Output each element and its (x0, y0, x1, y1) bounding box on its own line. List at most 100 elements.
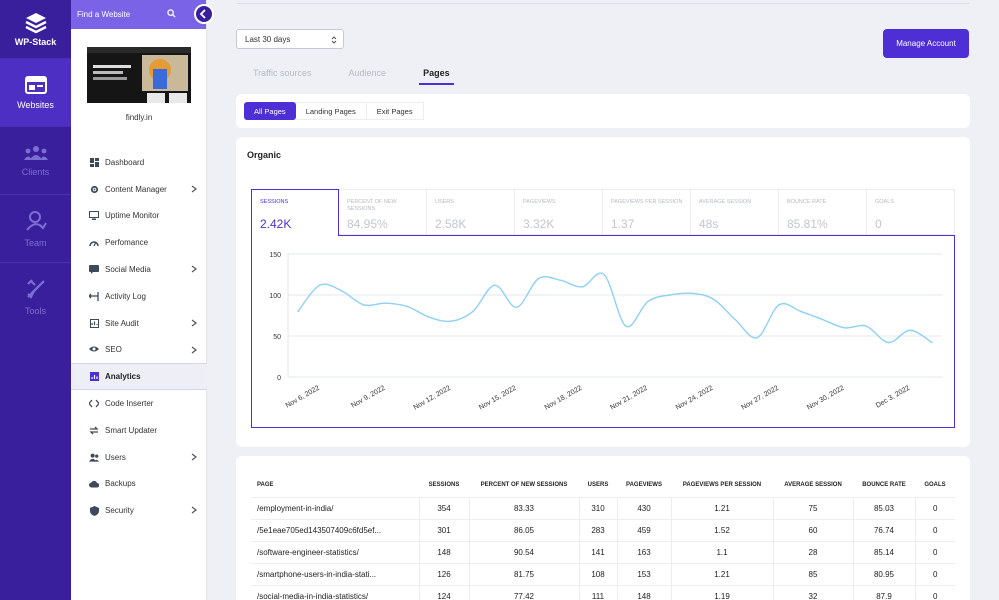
menu-item-smart-updater[interactable]: Smart Updater (71, 417, 207, 444)
metric-goals[interactable]: GOALS 0 (867, 189, 955, 235)
menu-label-content-manager: Content Manager (105, 184, 167, 194)
metric-value: 84.95% (347, 217, 388, 231)
cell-users: 283 (578, 518, 617, 541)
col-header-page[interactable]: PAGE (257, 481, 274, 488)
metric-pageviews[interactable]: PAGEVIEWS 3.32K (515, 189, 603, 235)
col-header-pageviews-per-session[interactable]: PAGEVIEWS PER SESSION (682, 481, 762, 488)
metric-value: 2.58K (435, 217, 467, 231)
tab-audience[interactable]: Audience (348, 68, 387, 78)
menu-item-security[interactable]: Security (71, 497, 207, 524)
website-thumbnail[interactable] (87, 47, 191, 103)
x-tick-label: Nov 15, 2022 (478, 385, 518, 412)
data-point (800, 310, 802, 313)
page-type-filter: All Pages Landing Pages Exit Pages (236, 94, 970, 128)
rail-item-team[interactable]: Team (0, 194, 71, 262)
menu-item-seo[interactable]: SEO (71, 337, 207, 364)
cell-bounce-rate: 80.95 (852, 562, 915, 585)
search-icon[interactable] (167, 9, 176, 18)
x-tick-label: Nov 18, 2022 (544, 385, 584, 412)
menu-item-site-audit[interactable]: Site Audit (71, 310, 207, 337)
wp-stack-logo-icon (24, 12, 47, 33)
subtab-all-pages[interactable]: All Pages (244, 102, 296, 120)
website-name[interactable]: findly.in (125, 113, 153, 122)
data-point (362, 304, 365, 306)
rail-item-websites[interactable]: Websites (0, 58, 71, 126)
rail-item-tools[interactable]: Tools (0, 262, 71, 330)
menu-item-backups[interactable]: Backups (71, 471, 207, 498)
collapse-sidebar-button[interactable] (194, 4, 214, 24)
rail-label-websites: Websites (17, 99, 54, 110)
metric-label: SESSIONS (260, 199, 289, 205)
manage-account-button[interactable]: Manage Account (883, 29, 969, 58)
cell-page[interactable]: /smartphone-users-in-india-stati... (251, 562, 419, 585)
metric-value: 3.32K (523, 217, 555, 231)
table-row[interactable]: /social-media-in-india-statistics/ 124 7… (251, 584, 955, 600)
data-point (690, 292, 693, 295)
data-point (668, 294, 671, 296)
x-tick-label: Nov 9, 2022 (350, 385, 386, 410)
menu-item-analytics[interactable]: Analytics (71, 363, 207, 391)
cell-sessions: 148 (418, 540, 469, 563)
cell-pageviews-per-session: 1.1 (670, 540, 773, 563)
menu-item-uptime-monitor[interactable]: Uptime Monitor (71, 203, 207, 230)
cell-goals: 0 (914, 518, 955, 541)
data-point (559, 279, 562, 282)
find-website-bar[interactable]: Find a Website (71, 0, 214, 29)
data-point (843, 327, 846, 329)
tab-pages[interactable]: Pages (419, 68, 454, 85)
x-tick-label: Nov 30, 2022 (806, 385, 846, 412)
table-row[interactable]: /smartphone-users-in-india-stati... 126 … (251, 562, 955, 585)
cell-goals: 0 (914, 584, 955, 600)
date-range-select[interactable]: Last 30 days (236, 29, 344, 49)
menu-item-code-inserter[interactable]: Code Inserter (71, 390, 207, 417)
col-header-goals[interactable]: GOALS (924, 481, 946, 488)
menu-item-content-manager[interactable]: Content Manager (71, 176, 207, 203)
cell-pageviews: 153 (616, 562, 671, 585)
menu-item-social-media[interactable]: Social Media (71, 256, 207, 283)
menu-label-security: Security (105, 506, 134, 516)
brand-logo[interactable]: WP-Stack (0, 0, 71, 58)
metric-bounce-rate[interactable]: BOUNCE RATE 85.81% (779, 189, 867, 235)
cell-users: 310 (578, 496, 617, 519)
metric-average-session[interactable]: AVERAGE SESSION 48s (691, 189, 779, 235)
cell-page[interactable]: /5e1eae705ed143507409c6fd5ef... (251, 518, 419, 541)
rail-label-clients: Clients (21, 166, 50, 177)
menu-item-dashboard[interactable]: Dashboard (71, 149, 207, 176)
social-media-icon (89, 265, 99, 275)
col-header-percent-new-sessions[interactable]: PERCENT OF NEW SESSIONS (480, 481, 568, 488)
cell-page[interactable]: /employment-in-india/ (251, 496, 419, 519)
subtab-landing-pages[interactable]: Landing Pages (295, 102, 367, 120)
cell-page[interactable]: /social-media-in-india-statistics/ (251, 584, 419, 600)
col-header-users[interactable]: USERS (587, 481, 609, 488)
col-header-average-session[interactable]: AVERAGE SESSION (784, 481, 842, 488)
metric-percent-new-sessions[interactable]: PERCENT OF NEW SESSIONS 84.95% (339, 189, 427, 235)
cell-bounce-rate: 85.03 (852, 496, 915, 519)
col-header-sessions[interactable]: SESSIONS (428, 481, 460, 488)
date-range-value: Last 30 days (245, 34, 291, 44)
dashboard-icon (89, 157, 99, 167)
metric-sessions[interactable]: SESSIONS 2.42K (251, 189, 339, 236)
data-point (319, 284, 321, 286)
data-point (821, 318, 824, 321)
x-tick-label: Nov 24, 2022 (675, 385, 715, 412)
metric-users[interactable]: USERS 2.58K (427, 189, 515, 235)
table-row[interactable]: /5e1eae705ed143507409c6fd5ef... 301 86.0… (251, 518, 955, 541)
menu-item-activity-log[interactable]: Activity Log (71, 283, 207, 310)
col-header-bounce-rate[interactable]: BOUNCE RATE (862, 481, 906, 488)
subtab-exit-pages[interactable]: Exit Pages (366, 102, 424, 120)
metric-value: 48s (699, 217, 719, 231)
pages-table: PAGE SESSIONS PERCENT OF NEW SESSIONS US… (251, 473, 955, 600)
table-row[interactable]: /software-engineer-statistics/ 148 90.54… (251, 540, 955, 563)
metric-pageviews-per-session[interactable]: PAGEVIEWS PER SESSION 1.37 (603, 189, 691, 235)
menu-item-users[interactable]: Users (71, 444, 207, 471)
data-point (734, 318, 737, 321)
rail-item-clients[interactable]: Clients (0, 126, 71, 194)
pages-table-card: PAGE SESSIONS PERCENT OF NEW SESSIONS US… (236, 456, 970, 600)
menu-item-performance[interactable]: Perfomance (71, 229, 207, 256)
cell-pageviews-per-session: 1.21 (670, 496, 773, 519)
col-header-pageviews[interactable]: PAGEVIEWS (626, 481, 662, 488)
tab-traffic-sources[interactable]: Traffic sources (253, 68, 312, 78)
cell-page[interactable]: /software-engineer-statistics/ (251, 540, 419, 563)
sessions-chart-box: 0 50 100 150 Nov 6, 2022 Nov 9, 2022 Nov 12, 2… (251, 235, 955, 428)
table-row[interactable]: /employment-in-india/ 354 83.33 310 430 … (251, 496, 955, 519)
